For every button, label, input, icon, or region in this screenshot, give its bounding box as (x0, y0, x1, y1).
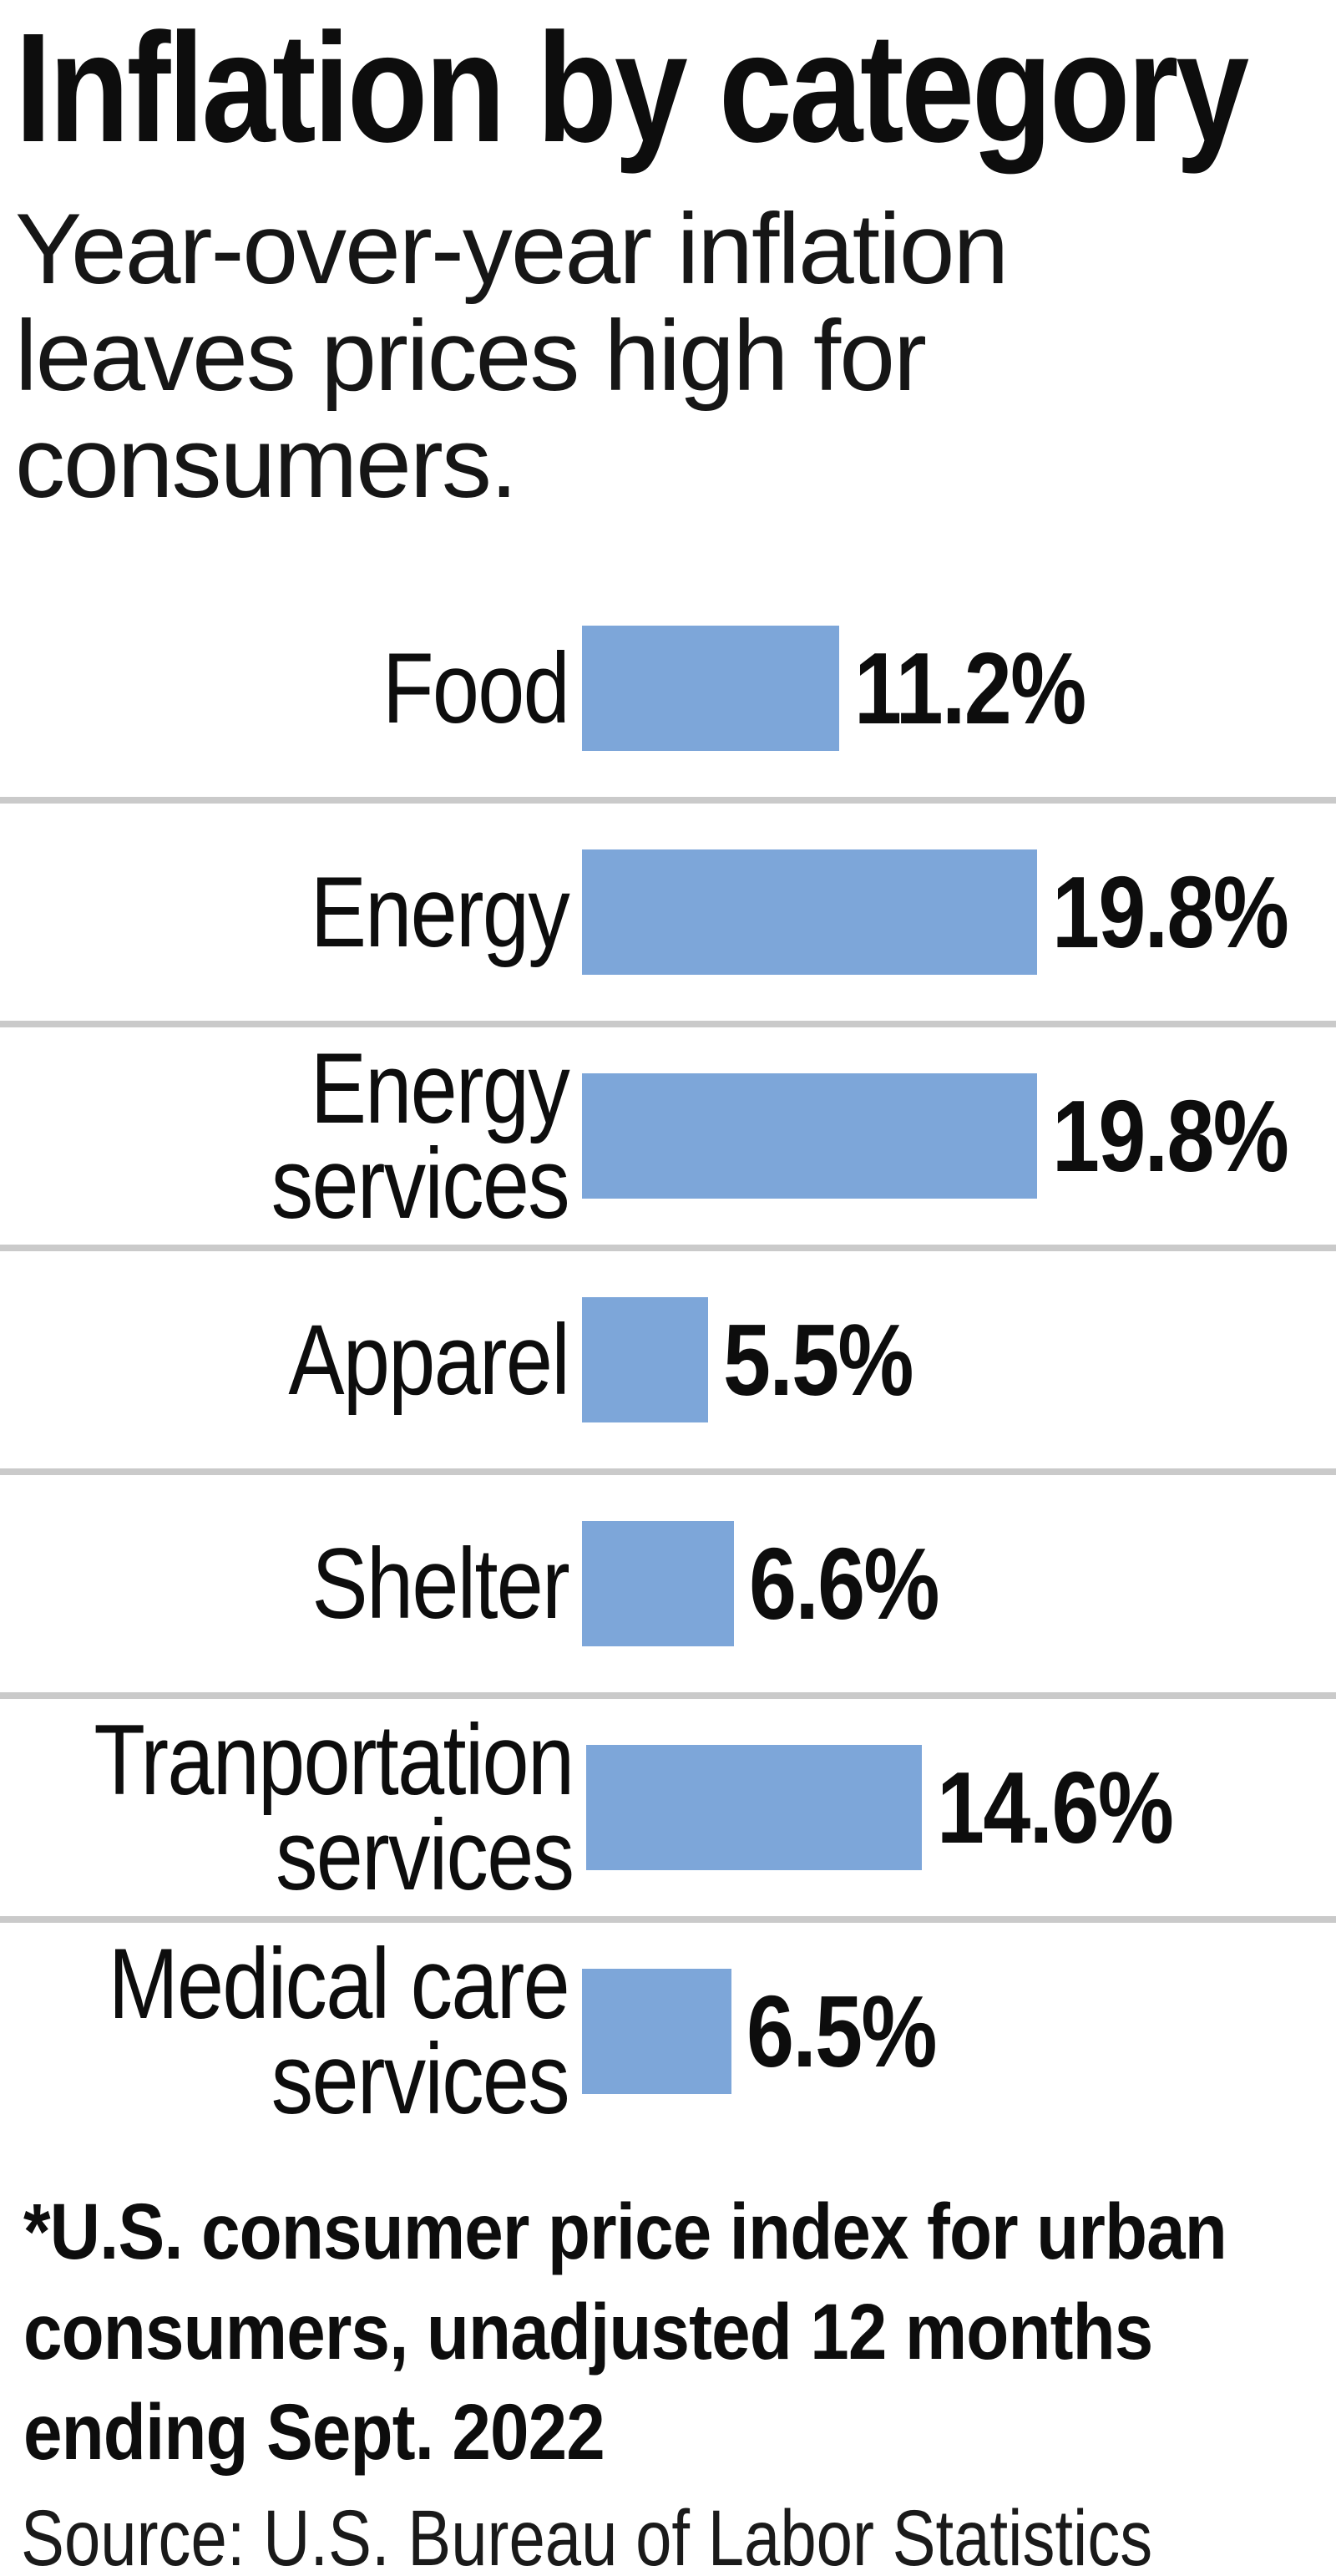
category-label: Energy services (271, 1032, 570, 1240)
row-separator (0, 1692, 1336, 1699)
bar-row-food: Food 11.2% (0, 580, 1336, 797)
page-title: Inflation by category (15, 2, 1249, 175)
category-label: Tranportation services (94, 1704, 574, 1911)
category-label: Medical care services (108, 1928, 570, 2135)
bar-row-apparel: Apparel 5.5% (0, 1251, 1336, 1468)
row-separator (0, 797, 1336, 804)
bar (582, 1521, 734, 1646)
row-separator (0, 1468, 1336, 1475)
bar (582, 626, 839, 751)
category-label: Apparel (288, 1304, 569, 1416)
category-label: Food (382, 632, 570, 744)
value-label: 6.5% (746, 1975, 938, 2088)
value-label: 11.2% (854, 631, 1086, 745)
value-label: 19.8% (1051, 855, 1289, 969)
value-label: 14.6% (936, 1751, 1174, 1864)
bar (582, 849, 1037, 975)
row-separator (0, 1021, 1336, 1027)
footnote-line: consumers, unadjusted 12 months (23, 2288, 1153, 2376)
row-separator (0, 1916, 1336, 1923)
bar (586, 1745, 922, 1870)
category-label: Shelter (311, 1528, 569, 1640)
subtitle-line: Year-over-year inflation (15, 193, 1009, 305)
footnote: *U.S. consumer price index for urban con… (23, 2182, 1227, 2482)
bar (582, 1297, 709, 1422)
bar-row-energy-services: Energy services 19.8% (0, 1027, 1336, 1245)
row-separator (0, 1245, 1336, 1251)
bar-row-transportation-services: Tranportation services 14.6% (0, 1699, 1336, 1916)
category-label: Energy (310, 856, 570, 968)
bar-row-energy: Energy 19.8% (0, 804, 1336, 1021)
bar-row-shelter: Shelter 6.6% (0, 1475, 1336, 1692)
value-label: 19.8% (1051, 1079, 1289, 1193)
bar (582, 1073, 1037, 1199)
bar-row-medical-care-services: Medical care services 6.5% (0, 1923, 1336, 2140)
subtitle-line: consumers. (15, 407, 518, 519)
value-label: 5.5% (723, 1303, 914, 1417)
bar (582, 1969, 731, 2094)
footnote-line: *U.S. consumer price index for urban (23, 2188, 1227, 2276)
subtitle-line: leaves prices high for (15, 300, 927, 412)
chart-subtitle: Year-over-year inflation leaves prices h… (15, 195, 1336, 516)
source-credit: Source: U.S. Bureau of Labor Statistics (21, 2494, 1153, 2576)
footnote-line: ending Sept. 2022 (23, 2388, 605, 2477)
value-label: 6.6% (748, 1527, 940, 1640)
bar-chart: Food 11.2% Energy 19.8% Energy ser (0, 580, 1336, 2140)
